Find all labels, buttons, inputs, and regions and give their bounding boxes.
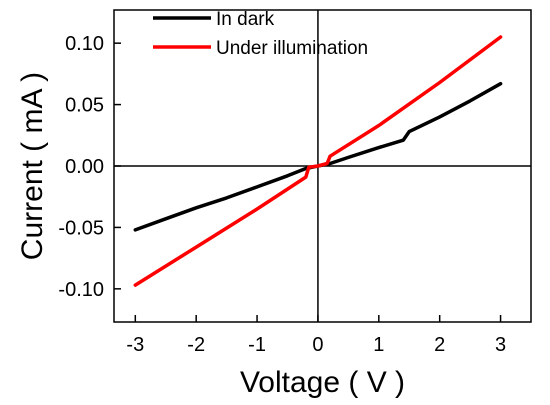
series-line-illumination [133,35,503,287]
y-tick-label: 0.10 [65,33,104,55]
series-layer [133,35,503,287]
x-axis-title: Voltage ( V ) [240,366,405,399]
x-tick-label: 1 [373,334,384,356]
x-tick-label: 3 [495,334,506,356]
y-tick-label: 0.00 [65,156,104,178]
legend: In dark Under illumination [153,9,368,59]
x-tick-label: 0 [312,334,323,356]
y-tick-label: 0.05 [65,95,104,117]
axis-ticks: -3 -2 -1 0 1 2 3 -0.10 -0.05 0.00 0.05 0.10 [58,33,506,356]
x-tick-label: -2 [187,334,205,356]
x-tick-label: -3 [126,334,144,356]
y-tick-label: -0.10 [58,279,104,301]
legend-label-illumination: Under illumination [216,38,368,59]
y-axis-title: Current ( mA ) [16,72,49,260]
x-tick-label: 2 [434,334,445,356]
legend-label-dark: In dark [216,9,275,30]
y-tick-label: -0.05 [58,217,104,239]
x-tick-label: -1 [248,334,266,356]
